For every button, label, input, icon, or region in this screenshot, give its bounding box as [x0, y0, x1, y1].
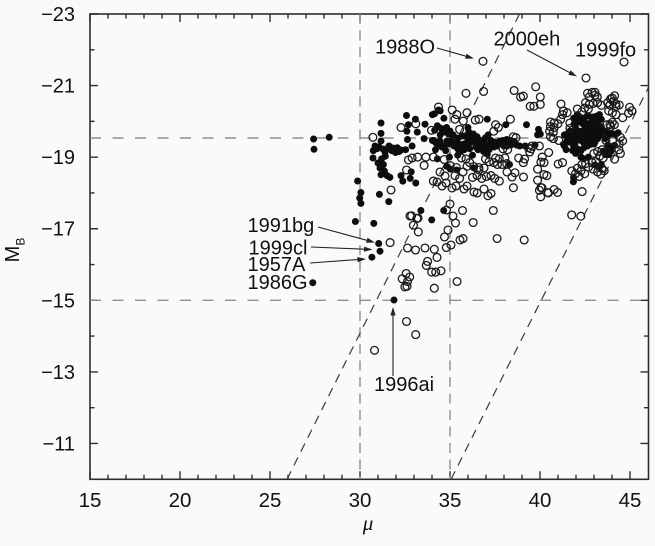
svg-text:μ: μ: [362, 511, 374, 535]
svg-text:1996ai: 1996ai: [374, 374, 434, 396]
svg-text:1957A: 1957A: [248, 254, 306, 276]
svg-text:1999cl: 1999cl: [249, 238, 308, 260]
svg-text:−17: −17: [41, 219, 75, 241]
svg-text:40: 40: [529, 489, 552, 512]
svg-text:1991bg: 1991bg: [248, 215, 315, 237]
svg-text:2000eh: 2000eh: [494, 29, 561, 51]
svg-text:30: 30: [349, 489, 372, 512]
svg-text:35: 35: [439, 489, 462, 512]
svg-text:−23: −23: [41, 4, 75, 26]
svg-text:−13: −13: [41, 362, 75, 384]
svg-text:−21: −21: [41, 76, 75, 98]
svg-text:1986G: 1986G: [248, 272, 308, 294]
svg-text:−11: −11: [43, 434, 75, 456]
svg-text:1999fo: 1999fo: [575, 40, 636, 62]
svg-text:−19: −19: [41, 147, 75, 169]
svg-text:25: 25: [259, 489, 282, 512]
svg-text:−15: −15: [41, 290, 75, 312]
svg-text:45: 45: [619, 489, 642, 512]
svg-text:1988O: 1988O: [375, 37, 435, 59]
svg-text:20: 20: [169, 489, 192, 512]
svg-text:15: 15: [79, 489, 102, 512]
